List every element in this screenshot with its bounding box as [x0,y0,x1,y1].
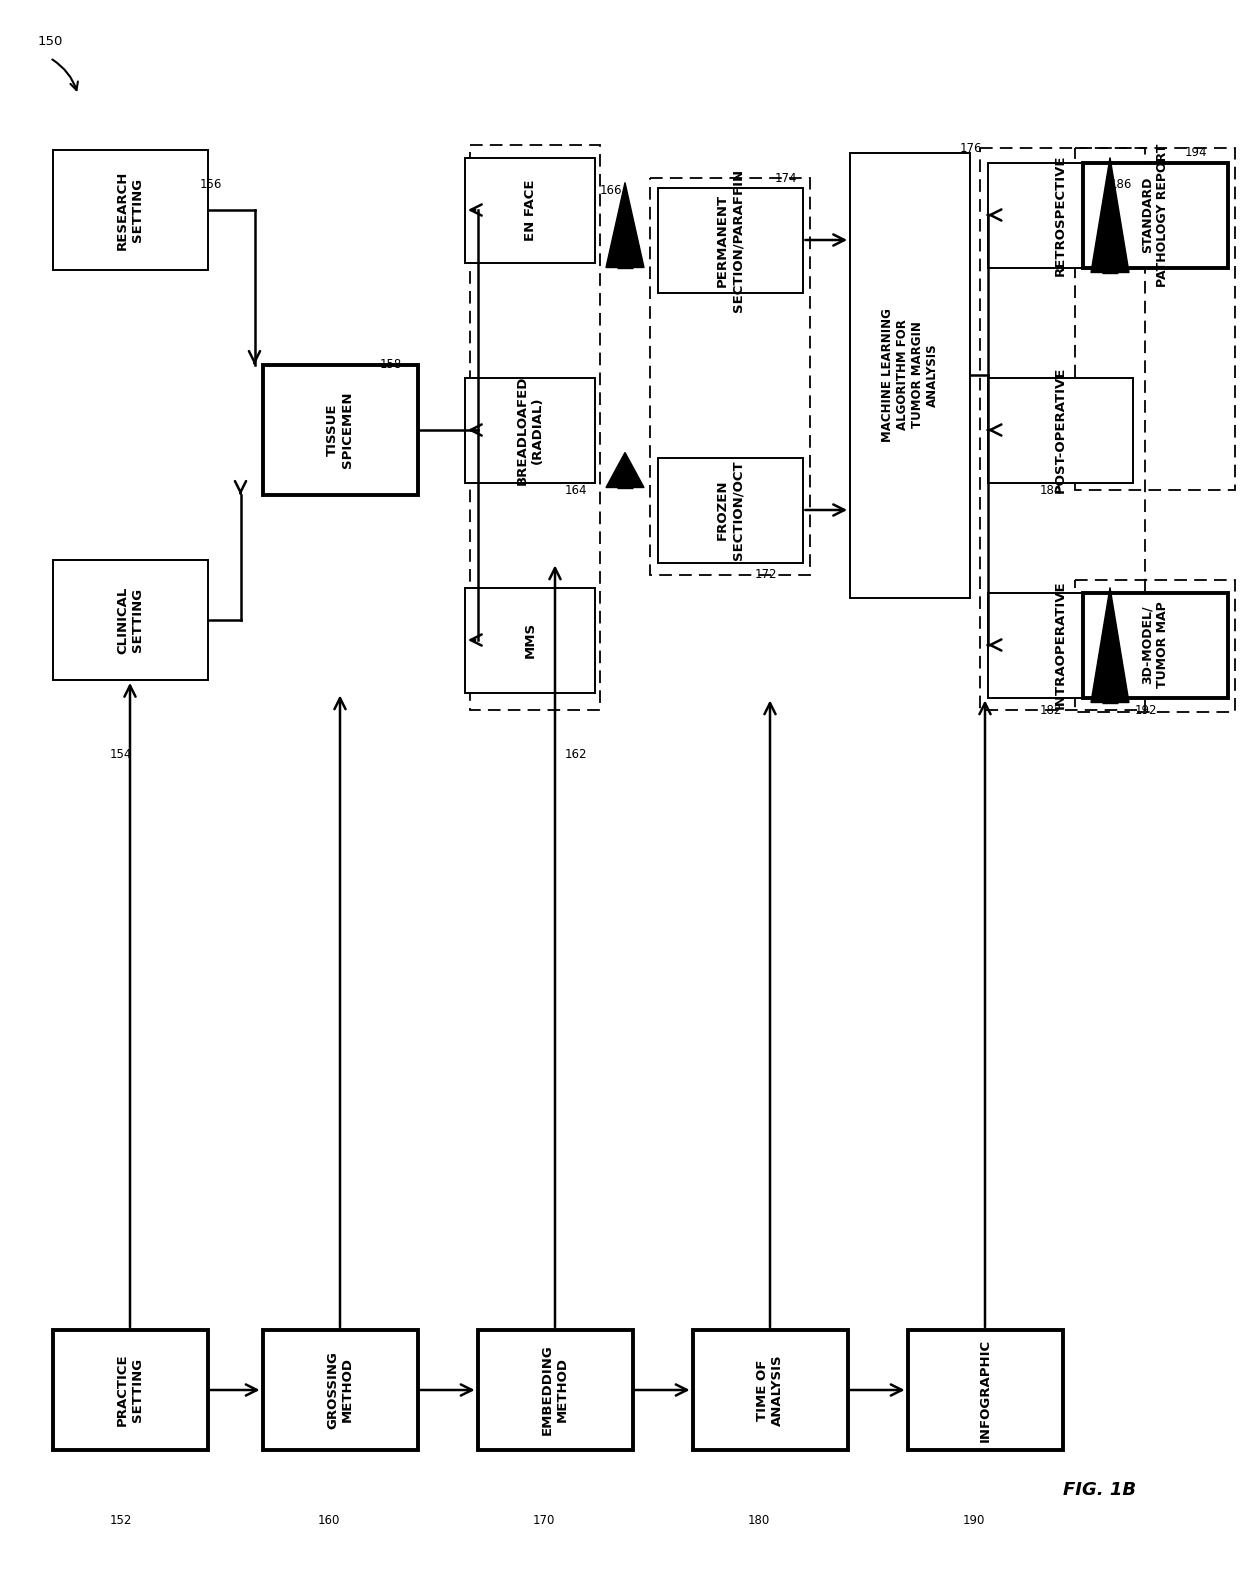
Text: 154: 154 [110,749,133,761]
Text: 174: 174 [775,171,797,184]
Bar [477,1331,632,1450]
Text: POST-OPERATIVE: POST-OPERATIVE [1054,367,1066,494]
Text: 182: 182 [1040,703,1063,716]
Text: 152: 152 [110,1513,133,1526]
Text: 164: 164 [565,483,588,497]
Polygon shape [606,182,644,267]
Bar [692,1331,847,1450]
Bar [657,458,802,563]
Bar [650,178,810,576]
Text: TIME OF
ANALYSIS: TIME OF ANALYSIS [756,1354,784,1425]
Text: 158: 158 [379,359,402,371]
Bar [465,157,595,263]
Bar [980,148,1145,709]
Text: FIG. 1B: FIG. 1B [1064,1482,1137,1499]
Text: MMS: MMS [523,621,537,658]
Text: PRACTICE
SETTING: PRACTICE SETTING [117,1354,144,1427]
Bar [657,187,802,293]
Text: EMBEDDING
METHOD: EMBEDDING METHOD [541,1345,569,1436]
Polygon shape [606,453,644,488]
Text: CLINICAL
SETTING: CLINICAL SETTING [117,587,144,654]
Text: 166: 166 [600,184,622,197]
Text: 150: 150 [38,35,63,49]
Bar [1075,148,1235,491]
Text: 160: 160 [317,1513,340,1526]
Text: 180: 180 [748,1513,770,1526]
Text: 186: 186 [1110,178,1132,192]
Bar [1075,580,1235,713]
Text: INFOGRAPHIC: INFOGRAPHIC [978,1339,992,1441]
Text: STANDARD
PATHOLOGY REPORT: STANDARD PATHOLOGY REPORT [1141,143,1169,286]
Text: 194: 194 [1185,146,1208,159]
Bar [263,1331,418,1450]
Bar [470,145,600,709]
Text: 190: 190 [963,1513,986,1526]
Text: INTRAOPERATIVE: INTRAOPERATIVE [1054,580,1066,709]
Text: PERMANENT
SECTION/PARAFFIN: PERMANENT SECTION/PARAFFIN [715,168,744,311]
Bar [465,378,595,483]
Polygon shape [1091,157,1128,272]
Text: 184: 184 [1040,483,1063,497]
Text: RETROSPECTIVE: RETROSPECTIVE [1054,154,1066,275]
Text: 172: 172 [755,568,777,582]
Text: 3D-MODEL/
TUMOR MAP: 3D-MODEL/ TUMOR MAP [1141,601,1169,689]
Text: MACHINE LEARNING
ALGORITHM FOR
TUMOR MARGIN
ANALYSIS: MACHINE LEARNING ALGORITHM FOR TUMOR MAR… [880,308,939,442]
Bar [987,593,1132,697]
Text: EN FACE: EN FACE [523,179,537,241]
Text: RESEARCH
SETTING: RESEARCH SETTING [117,170,144,250]
Bar [263,365,418,495]
Text: 170: 170 [533,1513,556,1526]
Bar [52,149,207,271]
Bar [52,560,207,680]
Bar [1083,593,1228,697]
Text: TISSUE
SPICEMEN: TISSUE SPICEMEN [326,392,353,469]
Bar [908,1331,1063,1450]
Bar [1083,162,1228,267]
Text: BREADLOAFED
(RADIAL): BREADLOAFED (RADIAL) [516,376,544,484]
Bar [849,153,970,598]
Text: 192: 192 [1135,703,1157,716]
Bar [987,378,1132,483]
Text: 162: 162 [565,749,588,761]
Bar [465,587,595,692]
Text: GROSSING
METHOD: GROSSING METHOD [326,1351,353,1428]
Bar [52,1331,207,1450]
Text: 156: 156 [200,178,222,192]
Text: 176: 176 [960,142,982,154]
Polygon shape [1091,587,1128,703]
Text: FROZEN
SECTION/OCT: FROZEN SECTION/OCT [715,461,744,560]
Bar [987,162,1132,267]
